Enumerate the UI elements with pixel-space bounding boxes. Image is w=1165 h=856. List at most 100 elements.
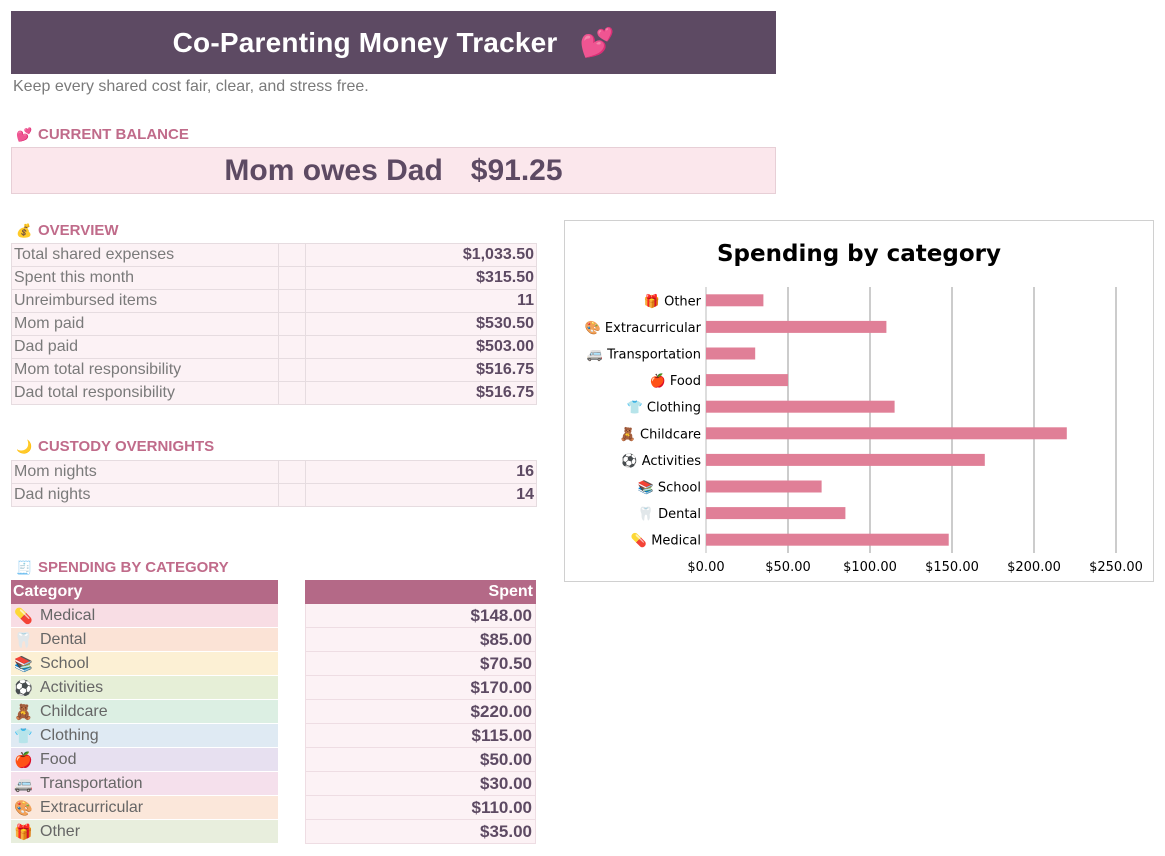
category-cell[interactable]: 🎨 Extracurricular <box>11 796 278 820</box>
y-tick-label: 🚐 Transportation <box>587 348 701 363</box>
category-cell[interactable]: 👕 Clothing <box>11 724 278 748</box>
row-label[interactable]: Mom paid <box>11 312 279 336</box>
bar[interactable] <box>706 347 756 360</box>
empty-cell[interactable] <box>278 312 306 336</box>
category-icon: 🧸 <box>14 703 33 721</box>
spent-cell[interactable]: $170.00 <box>305 676 536 700</box>
spent-cell[interactable]: $30.00 <box>305 772 536 796</box>
two-hearts-icon: 💕 <box>16 126 33 142</box>
bar[interactable] <box>706 507 846 520</box>
section-label: SPENDING BY CATEGORY <box>38 559 229 576</box>
category-name: Transportation <box>40 774 143 792</box>
empty-cell[interactable] <box>278 335 306 359</box>
page-title: Co-Parenting Money Tracker <box>172 26 558 58</box>
spent-cell[interactable]: $50.00 <box>305 748 536 772</box>
x-tick-label: $200.00 <box>1007 560 1061 575</box>
category-icon: 🎁 <box>14 823 33 841</box>
bar[interactable] <box>706 480 822 493</box>
category-cell[interactable]: 🍎 Food <box>11 748 278 772</box>
row-value[interactable]: 11 <box>305 289 537 313</box>
row-value[interactable]: 16 <box>305 460 537 484</box>
empty-cell[interactable] <box>278 289 306 313</box>
category-icon: 📚 <box>14 655 33 673</box>
spent-cell[interactable]: $115.00 <box>305 724 536 748</box>
table-row: Dad paid $503.00 <box>11 335 537 359</box>
category-cell[interactable]: 🚐 Transportation <box>11 772 278 796</box>
category-icon: ⚽ <box>14 679 33 697</box>
y-tick-label: 🎁 Other <box>644 293 702 309</box>
bar[interactable] <box>706 533 949 546</box>
y-tick-label: 🍎 Food <box>650 372 702 389</box>
balance-text: Mom owes Dad <box>224 153 443 187</box>
spent-header[interactable]: Spent <box>305 580 536 604</box>
category-cell[interactable]: 🎁 Other <box>11 820 278 844</box>
category-cell[interactable]: 📚 School <box>11 652 278 676</box>
row-label[interactable]: Unreimbursed items <box>11 289 279 313</box>
spent-cell[interactable]: $110.00 <box>305 796 536 820</box>
spent-cell[interactable]: $148.00 <box>305 604 536 628</box>
category-cell[interactable]: ⚽ Activities <box>11 676 278 700</box>
empty-cell[interactable] <box>278 266 306 290</box>
x-tick-label: $100.00 <box>843 560 897 575</box>
bar[interactable] <box>706 294 764 307</box>
row-value[interactable]: $516.75 <box>305 381 537 405</box>
spent-column: Spent $148.00 $85.00 $70.50 $170.00 $220.00 $… <box>305 580 536 844</box>
empty-cell[interactable] <box>278 460 306 484</box>
category-header[interactable]: Category <box>11 580 278 604</box>
category-icon: 🎨 <box>14 799 33 817</box>
row-label[interactable]: Mom nights <box>11 460 279 484</box>
row-label[interactable]: Dad total responsibility <box>11 381 279 405</box>
row-label[interactable]: Dad nights <box>11 483 279 507</box>
spent-cell[interactable]: $220.00 <box>305 700 536 724</box>
custody-table: Mom nights 16 Dad nights 14 <box>11 460 537 507</box>
category-name: Clothing <box>40 726 99 744</box>
spent-cell[interactable]: $70.50 <box>305 652 536 676</box>
row-value[interactable]: $516.75 <box>305 358 537 382</box>
bar[interactable] <box>706 374 788 387</box>
row-value[interactable]: 14 <box>305 483 537 507</box>
section-label: CURRENT BALANCE <box>38 126 189 143</box>
category-cell[interactable]: 💊 Medical <box>11 604 278 628</box>
row-value[interactable]: $315.50 <box>305 266 537 290</box>
row-label[interactable]: Spent this month <box>11 266 279 290</box>
table-row: Spent this month $315.50 <box>11 266 537 290</box>
category-name: School <box>40 654 89 672</box>
row-value[interactable]: $503.00 <box>305 335 537 359</box>
section-overview: 💰 OVERVIEW <box>13 222 119 239</box>
category-icon: 💊 <box>14 607 33 625</box>
row-label[interactable]: Mom total responsibility <box>11 358 279 382</box>
category-name: Medical <box>40 606 96 624</box>
empty-cell[interactable] <box>278 243 306 267</box>
table-row: Mom total responsibility $516.75 <box>11 358 537 382</box>
category-cell[interactable]: 🦷 Dental <box>11 628 278 652</box>
bar[interactable] <box>706 400 895 413</box>
section-spending-by-category: 🧾 SPENDING BY CATEGORY <box>13 559 229 576</box>
category-name: Extracurricular <box>40 798 144 816</box>
x-tick-label: $50.00 <box>765 560 811 575</box>
y-tick-label: 🎨 Extracurricular <box>585 319 702 336</box>
bar[interactable] <box>706 320 887 333</box>
table-row: Dad total responsibility $516.75 <box>11 381 537 405</box>
bar[interactable] <box>706 427 1067 440</box>
bar[interactable] <box>706 453 985 466</box>
x-tick-label: $0.00 <box>687 560 724 575</box>
chart-plot: $0.00 $50.00 $100.00 $150.00 $200.00 $250.00 💊… <box>585 287 1143 575</box>
spending-chart[interactable]: Spending by category $0.00 $50.00 $100.00 $… <box>564 220 1154 582</box>
row-label[interactable]: Total shared expenses <box>11 243 279 267</box>
crescent-moon-icon: 🌙 <box>16 438 33 454</box>
row-label[interactable]: Dad paid <box>11 335 279 359</box>
empty-cell[interactable] <box>278 483 306 507</box>
balance-cell[interactable]: Mom owes Dad $91.25 <box>11 147 776 194</box>
spent-cell[interactable]: $85.00 <box>305 628 536 652</box>
row-value[interactable]: $530.50 <box>305 312 537 336</box>
empty-cell[interactable] <box>278 358 306 382</box>
y-tick-label: 🧸 Childcare <box>620 426 701 442</box>
row-value[interactable]: $1,033.50 <box>305 243 537 267</box>
chart-title: Spending by category <box>716 241 1001 267</box>
spent-cell[interactable]: $35.00 <box>305 820 536 844</box>
category-icon: 🚐 <box>14 775 33 793</box>
category-cell[interactable]: 🧸 Childcare <box>11 700 278 724</box>
receipt-icon: 🧾 <box>16 559 33 575</box>
x-tick-label: $150.00 <box>925 560 979 575</box>
empty-cell[interactable] <box>278 381 306 405</box>
